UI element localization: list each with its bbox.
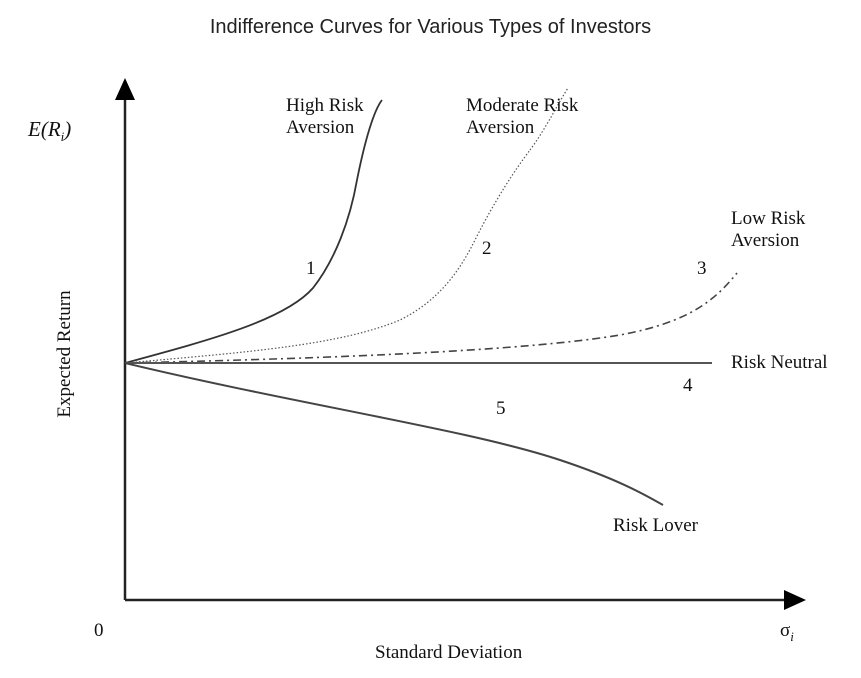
- y-symbol-sub: i: [60, 129, 65, 145]
- curve-1-label: High Risk Aversion: [286, 95, 364, 139]
- curve-3-low-risk-aversion: [124, 272, 738, 364]
- x-symbol: σ: [780, 620, 791, 641]
- curve-3-label: Low Risk Aversion: [731, 208, 805, 252]
- curve-3-number: 3: [697, 258, 707, 279]
- curve-5-label: Risk Lover: [613, 515, 698, 536]
- curve-1-number: 1: [306, 258, 316, 279]
- y-axis-arrow: [115, 78, 135, 100]
- curve-4-label: Risk Neutral: [731, 352, 828, 373]
- curve-2-label-line1: Moderate Risk: [466, 95, 579, 116]
- curve-2-label: Moderate Risk Aversion: [466, 95, 578, 139]
- x-axis-symbol: σi: [780, 620, 794, 648]
- curve-1-high-risk-aversion: [124, 99, 383, 364]
- x-symbol-sub: i: [790, 628, 794, 644]
- curve-2-moderate-risk-aversion: [124, 87, 569, 364]
- curve-4-number: 4: [683, 375, 693, 396]
- curve-3-label-line1: Low Risk: [731, 208, 806, 229]
- curve-2-label-line2: Aversion: [466, 117, 535, 138]
- diagram-title: Indifference Curves for Various Types of…: [209, 16, 652, 38]
- curve-3-label-line2: Aversion: [731, 230, 800, 251]
- curve-1-label-line2: Aversion: [286, 117, 355, 138]
- origin-label: 0: [94, 620, 104, 641]
- curve-5-number: 5: [496, 398, 506, 419]
- curve-5-risk-lover: [124, 362, 664, 506]
- y-axis-label: Expected Return: [54, 290, 75, 418]
- x-axis-arrow: [784, 590, 806, 610]
- y-symbol-prefix: E(R: [28, 117, 61, 141]
- x-axis-label: Standard Deviation: [375, 642, 523, 663]
- curve-2-number: 2: [482, 238, 492, 259]
- curve-1-label-line1: High Risk: [286, 95, 364, 116]
- y-axis-symbol: E(Ri): [28, 118, 71, 148]
- y-symbol-suffix: ): [64, 117, 72, 141]
